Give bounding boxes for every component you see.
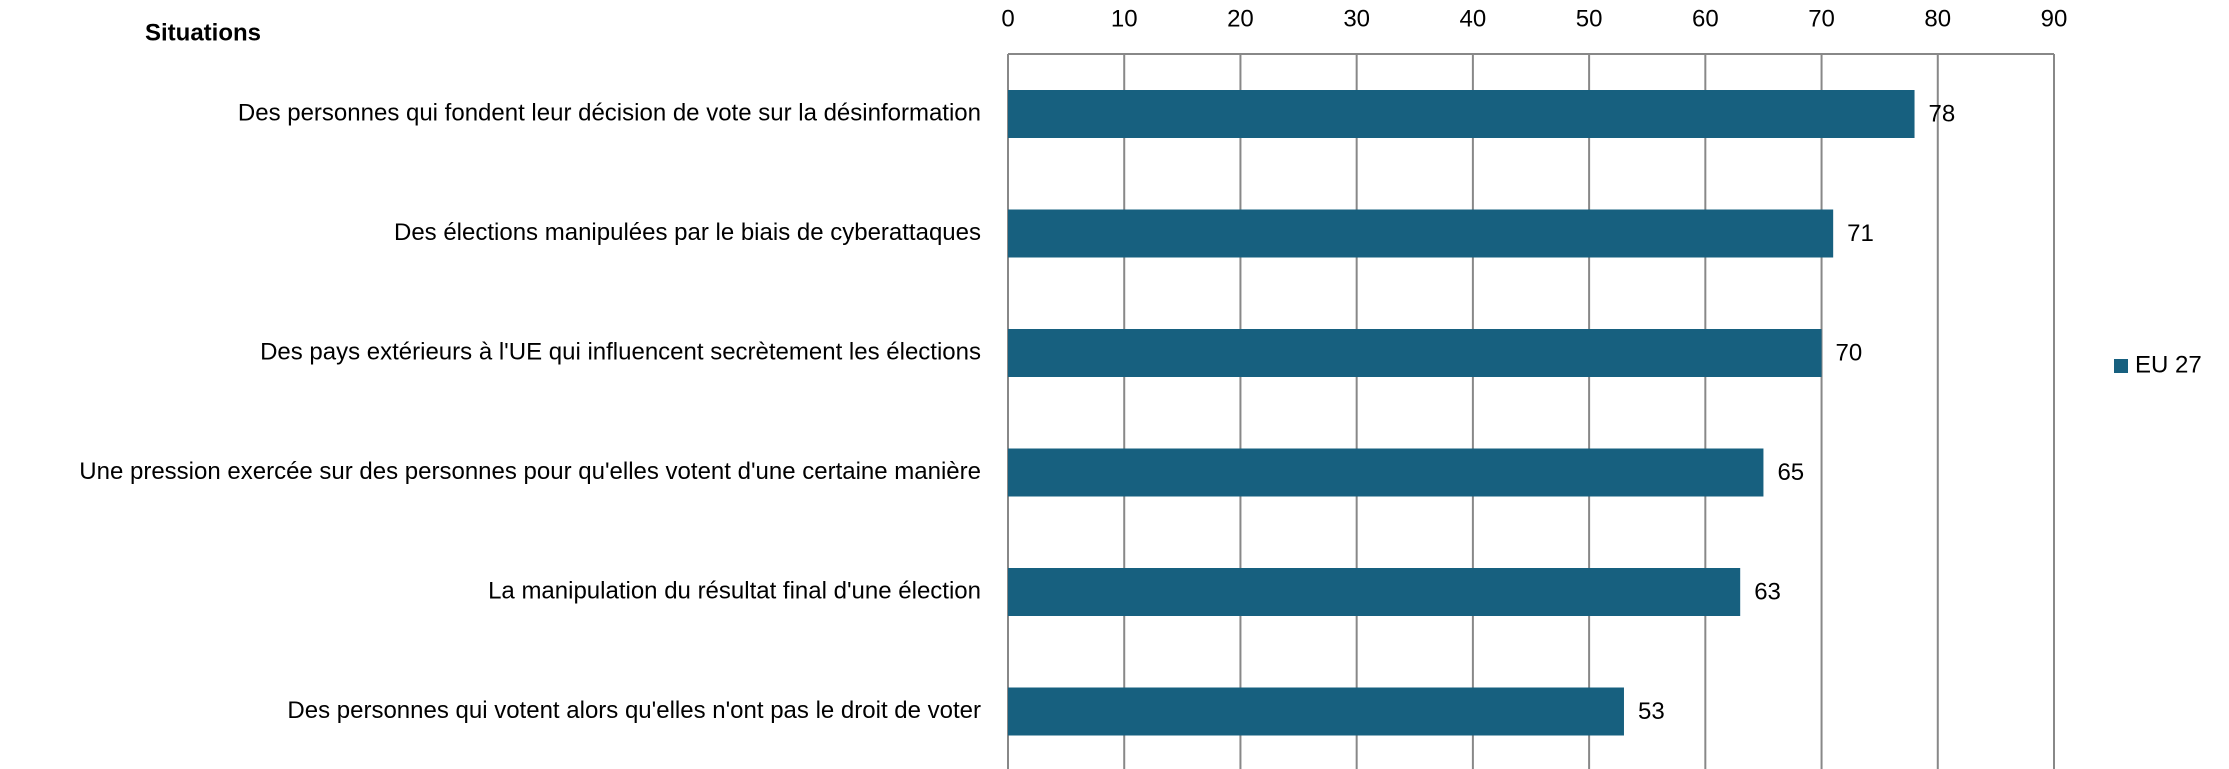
x-tick-label: 30 (1343, 5, 1370, 32)
x-tick-label: 70 (1808, 5, 1835, 32)
x-tick-label: 60 (1692, 5, 1719, 32)
legend-label: EU 27 (2135, 351, 2202, 378)
data-label: 63 (1754, 578, 1781, 605)
x-tick-label: 80 (1924, 5, 1951, 32)
bar (1008, 90, 1915, 138)
data-label: 53 (1638, 698, 1665, 725)
axis-header: Situations (145, 19, 261, 46)
y-tick-label: Des personnes qui fondent leur décision … (238, 99, 981, 126)
x-tick-label: 20 (1227, 5, 1254, 32)
data-label: 65 (1777, 459, 1804, 486)
bar (1008, 329, 1822, 377)
x-tick-label: 10 (1111, 5, 1138, 32)
bar (1008, 568, 1741, 616)
x-tick-label: 40 (1460, 5, 1487, 32)
y-tick-label: Des pays extérieurs à l'UE qui influence… (260, 338, 981, 365)
y-tick-label: Une pression exercée sur des personnes p… (79, 458, 981, 485)
y-tick-label: Des personnes qui votent alors qu'elles … (287, 697, 981, 724)
data-label: 71 (1847, 220, 1874, 247)
legend-swatch (2114, 359, 2128, 373)
data-label: 70 (1836, 339, 1863, 366)
data-label: 78 (1929, 100, 1956, 127)
x-tick-label: 50 (1576, 5, 1603, 32)
x-tick-label: 90 (2041, 5, 2068, 32)
bar (1008, 209, 1834, 258)
bar (1008, 448, 1764, 497)
y-tick-label: La manipulation du résultat final d'une … (488, 577, 981, 604)
bar (1008, 687, 1624, 736)
x-tick-label: 0 (1001, 5, 1014, 32)
y-tick-label: Des élections manipulées par le biais de… (394, 219, 981, 246)
